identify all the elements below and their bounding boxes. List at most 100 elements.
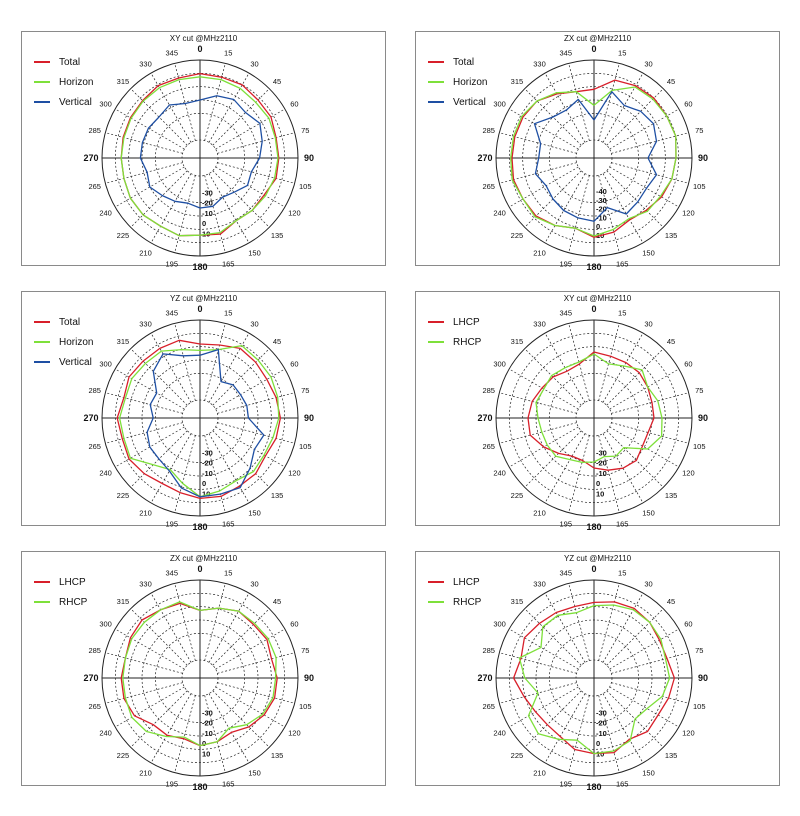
angle-label: 30 bbox=[644, 580, 652, 589]
grid-spoke bbox=[174, 435, 196, 513]
angle-label: 270 bbox=[83, 153, 98, 163]
angle-label: 135 bbox=[271, 751, 284, 760]
angle-label: 285 bbox=[482, 646, 495, 655]
angle-label: 270 bbox=[477, 413, 492, 423]
radial-tick-label: -20 bbox=[202, 199, 213, 208]
grid-spoke bbox=[606, 430, 664, 488]
grid-spoke bbox=[105, 392, 183, 414]
grid-spoke bbox=[508, 166, 579, 208]
angle-label: 150 bbox=[248, 248, 261, 257]
angle-label: 225 bbox=[511, 231, 524, 240]
grid-spoke bbox=[150, 173, 192, 244]
grid-spoke bbox=[215, 686, 286, 728]
angle-label: 120 bbox=[288, 729, 301, 738]
legend-swatch bbox=[34, 341, 50, 343]
angle-label: 180 bbox=[586, 782, 601, 792]
legend-item: Vertical bbox=[34, 352, 93, 372]
legend: Total Horizon Vertical bbox=[34, 312, 93, 372]
grid-spoke bbox=[212, 348, 270, 406]
radial-tick-label: -10 bbox=[202, 729, 213, 738]
angle-label: 150 bbox=[642, 248, 655, 257]
angle-label: 105 bbox=[693, 442, 706, 451]
polar-plot: 0 15 30 45 60 75 90 105 120 135 150 165 180 195 210 225… bbox=[83, 304, 314, 532]
grid-spoke bbox=[215, 426, 286, 468]
polar-plot: 0 15 30 45 60 75 90 105 120 135 150 165 180 195 210 225… bbox=[477, 304, 708, 532]
radial-tick-label: 0 bbox=[596, 739, 600, 748]
angle-label: 165 bbox=[222, 779, 235, 788]
grid-spoke bbox=[150, 592, 192, 663]
legend-swatch bbox=[34, 81, 50, 83]
angle-label: 15 bbox=[224, 309, 232, 318]
grid-spoke bbox=[174, 323, 196, 401]
series-line-vertical bbox=[139, 95, 263, 209]
grid-spoke bbox=[602, 72, 644, 143]
legend: Total Horizon Vertical bbox=[428, 52, 487, 112]
angle-label: 30 bbox=[250, 580, 258, 589]
grid-spoke bbox=[114, 108, 185, 150]
legend-label: Vertical bbox=[453, 96, 486, 108]
angle-label: 0 bbox=[197, 44, 202, 54]
angle-label: 120 bbox=[682, 209, 695, 218]
legend-swatch bbox=[428, 341, 444, 343]
legend-swatch bbox=[428, 321, 444, 323]
legend-label: Vertical bbox=[59, 96, 92, 108]
angle-label: 45 bbox=[273, 337, 281, 346]
angle-label: 150 bbox=[248, 768, 261, 777]
angle-label: 225 bbox=[117, 491, 130, 500]
grid-spoke bbox=[602, 173, 644, 244]
angle-label: 75 bbox=[301, 386, 309, 395]
angle-label: 0 bbox=[197, 304, 202, 314]
radial-tick-label: -20 bbox=[202, 459, 213, 468]
radial-tick-label: -30 bbox=[202, 189, 213, 198]
radial-tick-label: -10 bbox=[596, 729, 607, 738]
angle-label: 75 bbox=[301, 646, 309, 655]
grid-spoke bbox=[212, 690, 270, 748]
angle-label: 300 bbox=[493, 360, 506, 369]
grid-spoke bbox=[208, 72, 250, 143]
angle-label: 150 bbox=[642, 768, 655, 777]
angle-label: 265 bbox=[482, 702, 495, 711]
series-line-horizon bbox=[510, 86, 677, 237]
legend-label: Total bbox=[59, 56, 81, 68]
grid-spoke bbox=[105, 682, 183, 704]
grid-spoke bbox=[215, 368, 286, 410]
angle-label: 30 bbox=[250, 320, 258, 329]
radial-tick-label: -30 bbox=[596, 709, 607, 718]
angle-label: 315 bbox=[511, 337, 524, 346]
legend-swatch bbox=[428, 81, 444, 83]
grid-spoke bbox=[544, 592, 586, 663]
angle-label: 60 bbox=[290, 620, 298, 629]
grid-spoke bbox=[208, 332, 250, 403]
series-line-lhcp bbox=[527, 351, 655, 471]
angle-label: 45 bbox=[273, 77, 281, 86]
angle-label: 165 bbox=[222, 259, 235, 268]
grid-spoke bbox=[611, 392, 689, 414]
grid-spoke bbox=[611, 132, 689, 154]
grid-spoke bbox=[544, 433, 586, 504]
angle-label: 285 bbox=[482, 386, 495, 395]
legend-item: LHCP bbox=[428, 312, 481, 332]
angle-label: 75 bbox=[301, 126, 309, 135]
legend-item: Vertical bbox=[34, 92, 93, 112]
angle-label: 165 bbox=[616, 519, 629, 528]
grid-spoke bbox=[611, 682, 689, 704]
grid-spoke bbox=[212, 170, 270, 228]
legend-label: LHCP bbox=[453, 576, 480, 588]
angle-label: 75 bbox=[695, 646, 703, 655]
angle-label: 135 bbox=[665, 491, 678, 500]
angle-label: 180 bbox=[586, 522, 601, 532]
angle-label: 15 bbox=[224, 569, 232, 578]
series-line-vertical bbox=[533, 91, 658, 222]
grid-spoke bbox=[212, 430, 270, 488]
grid-spoke bbox=[204, 695, 226, 773]
angle-label: 315 bbox=[117, 77, 130, 86]
grid-spoke bbox=[609, 166, 680, 208]
angle-label: 45 bbox=[273, 597, 281, 606]
grid-spoke bbox=[568, 435, 590, 513]
chart-panel-5: ZX cut @MHz2110 0 15 30 45 60 75 90 105 120 135 15… bbox=[21, 551, 386, 792]
angle-label: 150 bbox=[248, 508, 261, 517]
angle-label: 270 bbox=[477, 673, 492, 683]
angle-label: 300 bbox=[99, 360, 112, 369]
angle-label: 75 bbox=[695, 386, 703, 395]
chart-title: YZ cut @MHz2110 bbox=[563, 554, 632, 563]
